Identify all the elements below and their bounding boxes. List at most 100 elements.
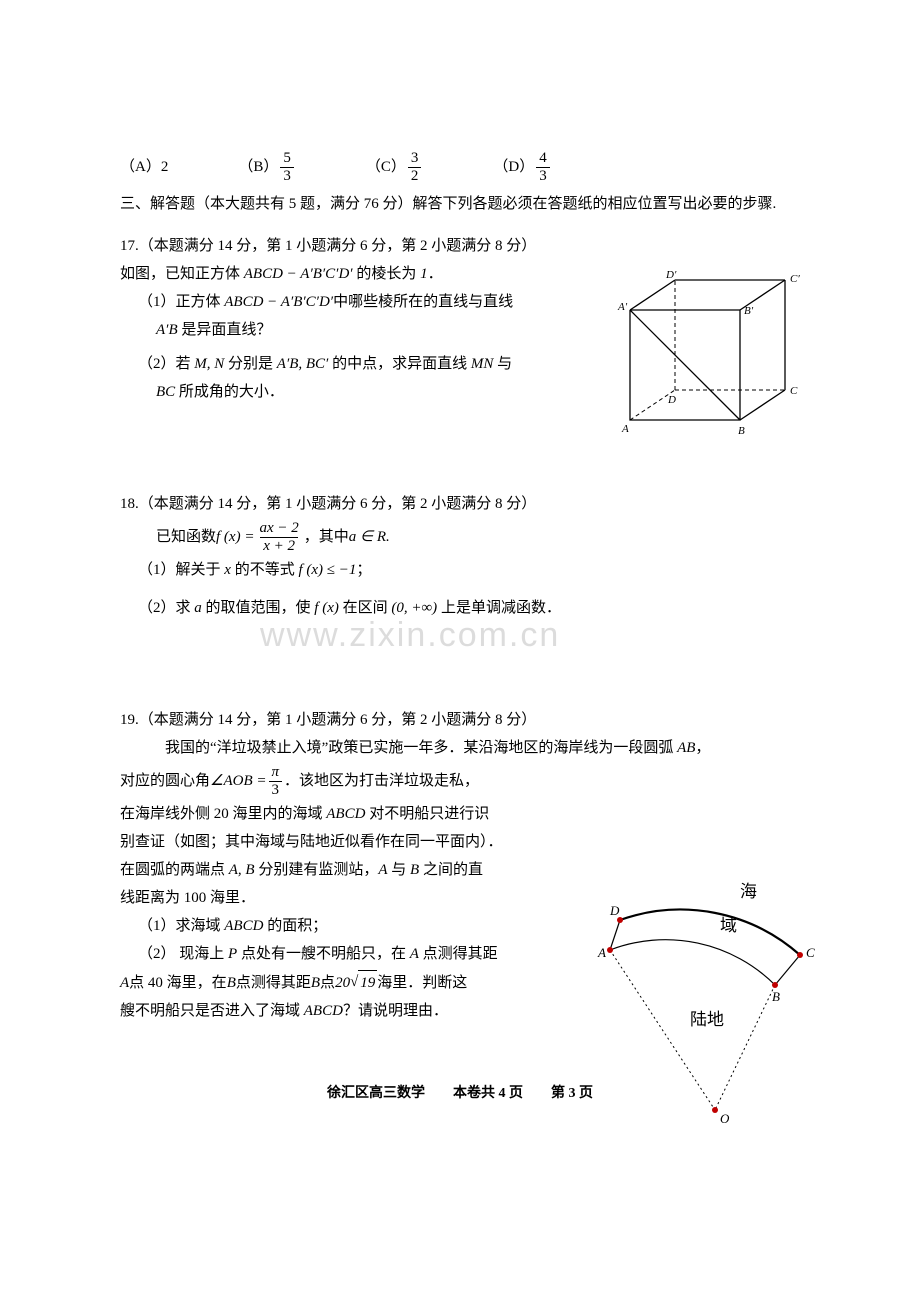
q17-intro-b: 的棱长为 [353, 266, 421, 282]
q19-l3a: 在海岸线外侧 20 海里内的海域 [120, 806, 326, 822]
q18-fx: f (x) = [216, 525, 254, 549]
q19-abcd: ABCD [326, 806, 365, 822]
q16-opt-c: （C） 3 2 [366, 150, 424, 184]
q18-den: x + 2 [260, 537, 298, 555]
q19-p2-B: B [227, 971, 236, 995]
q19-p2-a: （2） 现海上 [138, 946, 228, 962]
q19-l5f: 之间的直 [419, 862, 483, 878]
q19-p2-i: ？请说明理由． [343, 1003, 448, 1019]
q17-p1-sym: ABCD − A′B′C′D′ [224, 294, 333, 310]
q17-p1-d: 是异面直线？ [178, 322, 272, 338]
q19-p2-f: 点 [320, 971, 335, 995]
q18-p1-c: ； [356, 562, 371, 578]
q17-p2-b: 分别是 [224, 356, 277, 372]
q19-ab: A, B [229, 862, 255, 878]
q19-p2-e: 点测得其距 [236, 971, 311, 995]
opt-d-num: 4 [536, 150, 550, 167]
q17-p2: （2）若 M, N 分别是 A′B, BC′ 的中点，求异面直线 MN 与 [120, 352, 550, 376]
q16-opt-a: （A） 2 [120, 155, 168, 179]
q17-p2-c: 的中点，求异面直线 [328, 356, 471, 372]
q17-intro: 如图，已知正方体 ABCD − A′B′C′D′ 的棱长为 1． [120, 262, 550, 286]
q18-frac: ax − 2 x + 2 [256, 520, 301, 554]
q19-angle-frac: π 3 [269, 764, 283, 798]
q17-p2-a: （2）若 [138, 356, 194, 372]
q16-options: （A） 2 （B） 5 3 （C） 3 2 （D） 4 [120, 150, 800, 184]
arc-label-C: C [806, 945, 815, 960]
q18-heading: 18.（本题满分 14 分，第 1 小题满分 6 分，第 2 小题满分 8 分） [120, 492, 800, 516]
q17-p2-mn: M, N [194, 356, 224, 372]
q18-p2: （2）求 a 的取值范围，使 f (x) 在区间 (0, +∞) 上是单调减函数… [120, 596, 800, 620]
q18-num: ax − 2 [256, 520, 301, 537]
opt-b-den: 3 [280, 167, 294, 185]
q19-p2-rad: 19 [358, 970, 377, 995]
opt-c-frac: 3 2 [408, 150, 422, 184]
q19-l5d: 与 [388, 862, 411, 878]
q19-l2b: ．该地区为打击洋垃圾走私， [284, 769, 479, 793]
q19-intro-text: 我国的“洋垃圾禁止入境”政策已实施一年多．某沿海地区的海岸线为一段圆弧 [120, 740, 677, 756]
q19-l5b: 分别建有监测站， [255, 862, 379, 878]
q19-p2-coef: 20 [335, 971, 350, 995]
q18-aR: a ∈ R. [349, 525, 390, 549]
opt-c-num: 3 [408, 150, 422, 167]
q18-p2-d: 上是单调减函数． [437, 600, 561, 616]
q19-l5e: B [410, 862, 419, 878]
opt-b-frac: 5 3 [280, 150, 294, 184]
q19-l2a: 对应的圆心角 [120, 769, 210, 793]
q19-p2-A: A [410, 946, 419, 962]
q18-p2-b: 的取值范围，使 [202, 600, 315, 616]
q19-l5c: A [378, 862, 387, 878]
q18-p1-b: 的不等式 [231, 562, 299, 578]
q18-p2-a: （2）求 [138, 600, 194, 616]
q19-p1-abcd: ABCD [224, 918, 263, 934]
q19-p2-c: 点测得其距 [419, 946, 498, 962]
section-3-heading: 三、解答题（本大题共有 5 题，满分 76 分）解答下列各题必须在答题纸的相应位… [120, 192, 800, 216]
q19-p2-p: P [228, 946, 237, 962]
q18-p2-c: 在区间 [339, 600, 392, 616]
q19-l5a: 在圆弧的两端点 [120, 862, 229, 878]
q17-p2-seg: A′B, BC′ [277, 356, 329, 372]
q18-p2-int: (0, +∞) [391, 600, 437, 616]
sqrt-icon: √19 [350, 970, 377, 995]
q19-p2-h: 艘不明船只是否进入了海域 [120, 1003, 304, 1019]
q17-intro-a: 如图，已知正方体 [120, 266, 244, 282]
q16-opt-d: （D） 4 3 [493, 150, 551, 184]
q19-l5: 在圆弧的两端点 A, B 分别建有监测站，A 与 B 之间的直 [120, 858, 540, 882]
q19-angle: ∠AOB = [210, 769, 266, 793]
q19-l3b: 对不明船只进行识 [365, 806, 489, 822]
q19-p2-l1: （2） 现海上 P 点处有一艘不明船只，在 A 点测得其距 [120, 942, 540, 966]
opt-c-label: （C） [366, 155, 406, 179]
q19-p2-abcd: ABCD [304, 1003, 343, 1019]
q18-intro-b: ，其中 [304, 525, 349, 549]
q19-comma1: ， [695, 740, 710, 756]
q17-p1-a: （1）正方体 [138, 294, 224, 310]
q19-p1-b: 的面积； [263, 918, 327, 934]
q19-l6: 线距离为 100 海里． [120, 886, 540, 910]
q19-three: 3 [269, 781, 283, 799]
arc-label-O: O [720, 1111, 730, 1126]
q19-p2-g: 海里．判断这 [377, 971, 467, 995]
q16-opt-b: （B） 5 3 [238, 150, 296, 184]
q19-heading: 19.（本题满分 14 分，第 1 小题满分 6 分，第 2 小题满分 8 分） [120, 708, 800, 732]
q19-p2-A2: A [120, 971, 129, 995]
q19-p2-l2: A 点 40 海里，在 B 点测得其距 B 点 20√19 海里．判断这 [120, 970, 540, 995]
q17-one: 1 [420, 266, 428, 282]
q17-p2-e: 所成角的大小． [175, 384, 284, 400]
q17-cube-sym: ABCD − A′B′C′D′ [244, 266, 353, 282]
q17-heading: 17.（本题满分 14 分，第 1 小题满分 6 分，第 2 小题满分 8 分） [120, 234, 800, 258]
q17-p2-mn2: MN [471, 356, 494, 372]
opt-d-den: 3 [536, 167, 550, 185]
q19-pi: π [269, 764, 283, 781]
q18-p2-a2: a [194, 600, 202, 616]
q19-p2-b: 点处有一艘不明船只，在 [237, 946, 410, 962]
q17-p2-line2: BC 所成角的大小． [120, 380, 550, 404]
q18-p1-a: （1）解关于 [138, 562, 224, 578]
opt-c-den: 2 [408, 167, 422, 185]
q17-p2-bc: BC [156, 384, 175, 400]
q17-p2-d: 与 [493, 356, 512, 372]
page-footer: 徐汇区高三数学 本卷共 4 页 第 3 页 [120, 1083, 800, 1105]
opt-a-label: （A） [120, 155, 161, 179]
q19-p2-d: 点 40 海里，在 [129, 971, 227, 995]
q19-l3: 在海岸线外侧 20 海里内的海域 ABCD 对不明船只进行识 [120, 802, 540, 826]
opt-b-label: （B） [238, 155, 278, 179]
q19-p2-B2: B [311, 971, 320, 995]
